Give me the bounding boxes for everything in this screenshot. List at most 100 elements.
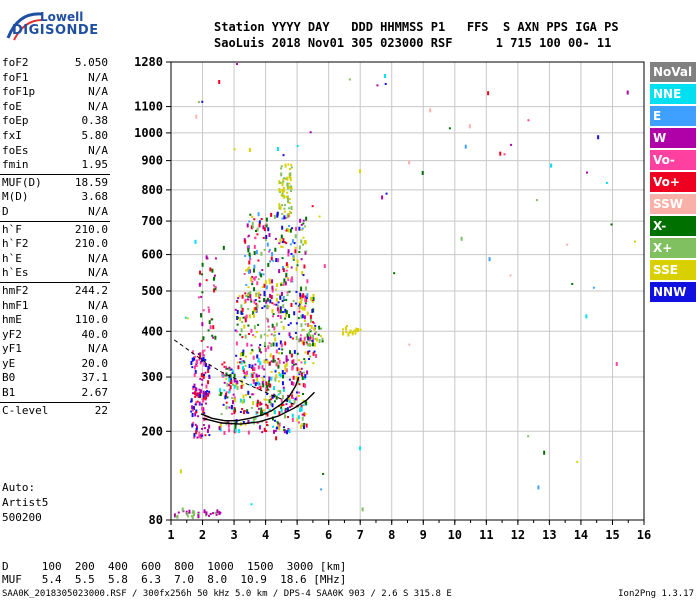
echo-point bbox=[196, 359, 199, 364]
echo-point bbox=[298, 391, 301, 394]
echo-point bbox=[280, 291, 283, 296]
echo-point bbox=[283, 177, 286, 180]
echo-point bbox=[242, 421, 245, 424]
legend-item: Vo+ bbox=[650, 172, 696, 192]
echo-point bbox=[213, 276, 216, 281]
echo-point bbox=[195, 427, 198, 432]
echo-point bbox=[197, 296, 200, 299]
echo-point bbox=[281, 300, 284, 303]
echo-point bbox=[487, 91, 490, 96]
echo-point bbox=[251, 393, 254, 396]
echo-point bbox=[201, 273, 204, 276]
echo-point bbox=[263, 333, 266, 336]
echo-point bbox=[281, 188, 284, 191]
echo-point bbox=[279, 295, 282, 300]
echo-point bbox=[190, 398, 193, 403]
ionospheric-parameters: foF2 5.050 foF1 N/A foF1p N/A foE N/A foEp 0.38 fx… bbox=[0, 56, 110, 418]
echo-point bbox=[257, 259, 260, 262]
echo-point bbox=[201, 322, 204, 327]
echo-point bbox=[317, 333, 320, 336]
echo-point bbox=[202, 407, 205, 412]
y-tick-label: 1280 bbox=[134, 55, 163, 69]
echo-point bbox=[251, 350, 254, 353]
echo-point bbox=[300, 239, 303, 244]
echo-point bbox=[214, 257, 217, 260]
echo-point bbox=[304, 323, 307, 326]
echo-point bbox=[274, 247, 277, 252]
echo-point bbox=[256, 399, 259, 404]
echo-point bbox=[282, 178, 285, 181]
echo-point bbox=[203, 427, 206, 430]
echo-point bbox=[278, 422, 281, 427]
y-tick-label: 1100 bbox=[134, 100, 163, 114]
echo-point bbox=[261, 431, 264, 434]
echo-point bbox=[304, 302, 307, 305]
echo-point bbox=[299, 218, 302, 223]
echo-point bbox=[281, 189, 284, 194]
y-tick-label: 800 bbox=[141, 183, 163, 197]
echo-point bbox=[278, 347, 281, 350]
echo-point bbox=[266, 334, 269, 337]
echo-point bbox=[248, 363, 251, 368]
echo-point bbox=[263, 305, 266, 308]
echo-point bbox=[273, 326, 276, 331]
echo-point bbox=[285, 368, 288, 373]
echo-point bbox=[248, 252, 251, 257]
echo-point bbox=[265, 285, 268, 290]
echo-point bbox=[290, 353, 293, 358]
echo-point bbox=[304, 225, 307, 228]
echo-point bbox=[268, 399, 271, 404]
echo-point bbox=[240, 328, 243, 333]
echo-point bbox=[196, 392, 199, 397]
echo-point bbox=[282, 154, 285, 157]
echo-point bbox=[274, 337, 277, 342]
echo-point bbox=[269, 395, 272, 398]
echo-point bbox=[198, 388, 201, 391]
echo-point bbox=[233, 410, 236, 415]
echo-point bbox=[281, 245, 284, 248]
echo-point bbox=[240, 304, 243, 309]
echo-point bbox=[265, 403, 268, 406]
echo-point bbox=[361, 507, 364, 512]
echo-point bbox=[223, 365, 226, 368]
echo-point bbox=[264, 280, 267, 285]
echo-point bbox=[179, 469, 182, 474]
echo-point bbox=[218, 80, 221, 85]
echo-point bbox=[279, 389, 282, 394]
echo-point bbox=[249, 298, 252, 301]
echo-point bbox=[207, 392, 210, 397]
echo-point bbox=[244, 355, 247, 358]
echo-point bbox=[283, 429, 286, 434]
echo-point bbox=[265, 358, 268, 361]
echo-point bbox=[294, 363, 297, 366]
echo-point bbox=[290, 253, 293, 256]
echo-point bbox=[209, 512, 212, 515]
echo-point bbox=[201, 398, 204, 401]
echo-point bbox=[247, 245, 250, 250]
echo-point bbox=[276, 146, 279, 151]
echo-point bbox=[306, 370, 309, 375]
echo-point bbox=[279, 404, 282, 407]
x-tick-label: 15 bbox=[605, 528, 619, 542]
echo-point bbox=[253, 264, 256, 269]
echo-point bbox=[283, 429, 286, 432]
echo-point bbox=[200, 436, 203, 439]
param-row: fmin 1.95 bbox=[0, 158, 110, 173]
echo-point bbox=[242, 349, 245, 354]
echo-point bbox=[243, 324, 246, 329]
echo-point bbox=[290, 166, 293, 169]
echo-point bbox=[298, 226, 301, 231]
echo-point bbox=[288, 182, 291, 185]
echo-point bbox=[279, 238, 282, 243]
echo-point bbox=[199, 393, 202, 398]
echo-point bbox=[306, 293, 309, 298]
echo-point bbox=[204, 402, 207, 405]
echo-point bbox=[207, 365, 210, 370]
param-row: B0 37.1 bbox=[0, 371, 110, 386]
echo-point bbox=[266, 404, 269, 409]
echo-point bbox=[295, 290, 298, 293]
echo-point bbox=[233, 373, 236, 378]
echo-point bbox=[196, 400, 199, 403]
echo-point bbox=[287, 249, 290, 254]
echo-point bbox=[247, 430, 250, 435]
